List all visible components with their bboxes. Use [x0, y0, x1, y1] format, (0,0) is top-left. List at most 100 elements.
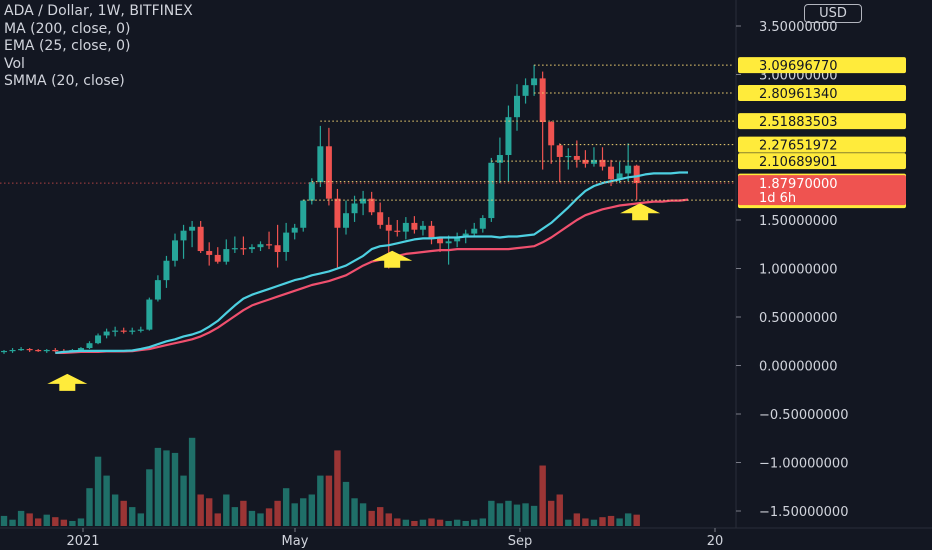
volume-bar: [206, 498, 213, 526]
volume-bar: [445, 520, 452, 526]
candle: [411, 216, 418, 234]
candle: [137, 326, 144, 333]
candle-body: [180, 230, 187, 241]
candle: [86, 341, 93, 350]
candle-body: [377, 212, 384, 225]
y-tick-label: 1.50000000: [759, 214, 838, 229]
x-tick-label: Sep: [508, 534, 533, 549]
candle-body: [257, 244, 264, 248]
candle-body: [514, 95, 520, 118]
volume-bar: [248, 510, 256, 526]
symbol-title[interactable]: ADA / Dollar, 1W, BITFINEX: [4, 3, 193, 19]
volume-bar: [530, 505, 538, 526]
x-tick-label: 2021: [66, 534, 99, 549]
price-level-tag: [738, 57, 906, 74]
volume-bar: [419, 519, 427, 526]
volume-bar: [565, 519, 572, 526]
countdown-label: 1d 6h: [759, 191, 796, 206]
volume-bar: [35, 518, 42, 526]
candle: [394, 220, 401, 237]
candle: [52, 348, 59, 352]
candle-body: [522, 85, 529, 96]
volume-bar: [129, 507, 136, 526]
volume-bar: [9, 519, 16, 526]
volume-bar: [582, 518, 589, 526]
volume-bar: [351, 498, 358, 526]
candle: [129, 327, 136, 335]
candle: [9, 348, 16, 353]
candle: [291, 223, 298, 240]
ma-indicator-label[interactable]: MA (200, close, 0): [4, 20, 131, 37]
candle: [496, 137, 503, 184]
volume-bar: [43, 514, 50, 526]
candle: [368, 191, 375, 216]
candle: [172, 233, 178, 267]
candle: [163, 255, 170, 288]
volume-bar: [402, 519, 410, 526]
volume-bar: [188, 437, 196, 526]
volume-bar: [317, 475, 324, 526]
candle-body: [43, 349, 50, 352]
volume-bar: [479, 518, 486, 526]
candle: [565, 148, 572, 170]
candle: [471, 222, 478, 238]
volume-bar: [359, 503, 367, 526]
candle: [522, 78, 529, 104]
candle-body: [334, 198, 341, 228]
volume-bar: [522, 503, 529, 526]
x-tick-label: 20: [707, 534, 724, 549]
y-tick-label: 0.50000000: [759, 311, 838, 326]
candle: [428, 220, 435, 245]
volume-bar: [26, 513, 33, 526]
candle-body: [308, 182, 315, 201]
candle-body: [633, 165, 640, 184]
volume-bar: [428, 518, 435, 526]
candle-body: [556, 145, 563, 157]
volume-bar: [325, 475, 333, 526]
up-arrow-marker: [372, 250, 413, 268]
candle-body: [231, 248, 238, 250]
candle: [214, 247, 221, 264]
candle-body: [9, 349, 16, 352]
volume-bar: [240, 500, 247, 526]
volume-bar: [556, 494, 563, 526]
candle-body: [471, 228, 478, 234]
candle: [1, 349, 7, 354]
volume-bar: [633, 514, 640, 526]
volume-bar: [163, 450, 170, 526]
candle-body: [616, 173, 623, 180]
smma-indicator-label[interactable]: SMMA (20, close): [4, 73, 125, 89]
candle-body: [343, 213, 349, 228]
candle-body: [479, 218, 486, 229]
volume-bar: [505, 500, 512, 526]
price-level-tag: [738, 136, 906, 153]
volume-bar: [573, 513, 581, 526]
candle: [189, 220, 196, 248]
candle-body: [86, 343, 93, 349]
candle: [556, 143, 563, 183]
currency-button[interactable]: USD: [804, 4, 862, 23]
candle: [266, 231, 273, 250]
candle-body: [325, 146, 332, 199]
candle-body: [437, 238, 444, 244]
volume-bar: [539, 465, 546, 526]
price-level-label: 2.51883503: [759, 115, 838, 130]
smma-line: [55, 198, 689, 354]
volume-bar: [137, 513, 144, 526]
candle: [95, 333, 102, 345]
price-level-label: 2.10689901: [759, 155, 838, 170]
volume-bar: [77, 518, 85, 526]
y-tick-label: −1.00000000: [759, 457, 848, 472]
candle: [377, 202, 384, 229]
ema-indicator-label[interactable]: EMA (25, close, 0): [4, 38, 131, 54]
y-tick-label: −0.50000000: [759, 408, 848, 423]
volume-bars: [0, 437, 640, 526]
price-level-label: 2.27651972: [759, 139, 838, 154]
volume-bar: [342, 481, 350, 526]
candle: [26, 348, 33, 352]
vol-indicator-label[interactable]: Vol: [4, 55, 25, 72]
candle-body: [419, 225, 426, 230]
candle-body: [625, 165, 632, 174]
volume-bar: [488, 500, 495, 526]
